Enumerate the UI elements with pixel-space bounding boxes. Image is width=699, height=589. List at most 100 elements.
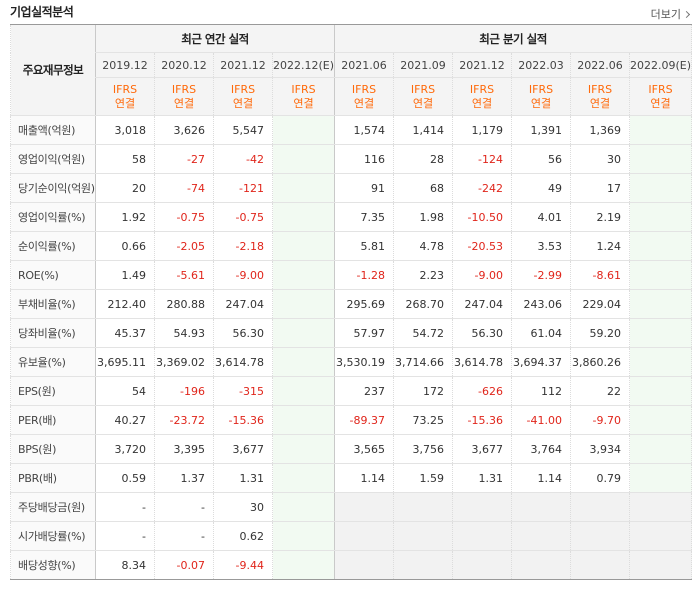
value-cell	[272, 405, 335, 435]
value-cell: -0.75	[154, 202, 214, 232]
accounting-standard: IFRS 연결	[570, 77, 630, 116]
value-cell: 247.04	[213, 289, 273, 319]
empty-cell	[628, 550, 693, 580]
ifrs-label: IFRS	[648, 82, 673, 96]
empty-cell	[570, 550, 630, 580]
value-cell: 56	[511, 144, 571, 174]
value-cell	[272, 521, 335, 551]
value-cell: -15.36	[213, 405, 273, 435]
empty-cell	[628, 492, 693, 522]
value-cell: 3,720	[95, 434, 155, 464]
value-cell: 1.31	[452, 463, 512, 493]
value-cell: 30	[213, 492, 273, 522]
value-cell: 237	[334, 376, 394, 406]
value-cell: -23.72	[154, 405, 214, 435]
value-cell: 3,764	[511, 434, 571, 464]
period-header: 2021.06	[334, 52, 394, 78]
value-cell	[628, 376, 693, 406]
empty-cell	[334, 492, 394, 522]
value-cell: -2.05	[154, 231, 214, 261]
more-label: 더보기	[650, 8, 681, 21]
row-label: 부채비율(%)	[10, 289, 96, 319]
value-cell: -27	[154, 144, 214, 174]
accounting-standard: IFRS 연결	[393, 77, 453, 116]
value-cell: 0.66	[95, 231, 155, 261]
more-link[interactable]: 더보기	[650, 6, 691, 22]
empty-cell	[628, 521, 693, 551]
table-row: 영업이익률(%) 1.92 -0.75 -0.75 7.35 1.98 -10.50 4.01…	[10, 202, 693, 232]
row-label: EPS(원)	[10, 376, 96, 406]
value-cell: -9.00	[213, 260, 273, 290]
value-cell	[272, 202, 335, 232]
value-cell: 2.23	[393, 260, 453, 290]
value-cell: -0.75	[213, 202, 273, 232]
value-cell: -2.99	[511, 260, 571, 290]
value-cell: 22	[570, 376, 630, 406]
value-cell: 17	[570, 173, 630, 203]
value-cell: -1.28	[334, 260, 394, 290]
value-cell: 3,565	[334, 434, 394, 464]
value-cell: 3,614.78	[213, 347, 273, 377]
value-cell: 3,677	[213, 434, 273, 464]
value-cell: -315	[213, 376, 273, 406]
value-cell	[628, 202, 693, 232]
value-cell: 3,677	[452, 434, 512, 464]
accounting-standard: IFRS 연결	[334, 77, 394, 116]
empty-cell	[570, 521, 630, 551]
value-cell: 3,614.78	[452, 347, 512, 377]
annual-group-header: 최근 연간 실적	[95, 24, 335, 53]
value-cell: 0.62	[213, 521, 273, 551]
empty-cell	[511, 521, 571, 551]
value-cell	[272, 144, 335, 174]
value-cell	[628, 115, 693, 145]
value-cell: -9.70	[570, 405, 630, 435]
value-cell: 54	[95, 376, 155, 406]
consolidated-label: 연결	[530, 96, 552, 110]
value-cell: -0.07	[154, 550, 214, 580]
value-cell: -626	[452, 376, 512, 406]
value-cell: 243.06	[511, 289, 571, 319]
value-cell: 2.19	[570, 202, 630, 232]
value-cell: 91	[334, 173, 394, 203]
value-cell: 3,369.02	[154, 347, 214, 377]
value-cell: 3,860.26	[570, 347, 630, 377]
value-cell: 8.34	[95, 550, 155, 580]
row-label: 시가배당률(%)	[10, 521, 96, 551]
ifrs-label: IFRS	[230, 82, 256, 96]
row-label: 배당성향(%)	[10, 550, 96, 580]
value-cell: 49	[511, 173, 571, 203]
value-cell	[628, 144, 693, 174]
value-cell	[272, 289, 335, 319]
value-cell: -2.18	[213, 231, 273, 261]
period-header: 2021.12	[213, 52, 273, 78]
empty-cell	[393, 521, 453, 551]
consolidated-label: 연결	[650, 96, 671, 110]
accounting-standard: IFRS 연결	[154, 77, 214, 116]
value-cell: 0.79	[570, 463, 630, 493]
value-cell: 116	[334, 144, 394, 174]
value-cell	[272, 347, 335, 377]
accounting-standard: IFRS 연결	[95, 77, 155, 116]
value-cell: 4.01	[511, 202, 571, 232]
value-cell: -	[95, 521, 155, 551]
consolidated-label: 연결	[232, 96, 254, 110]
table-row: 주당배당금(원) - -30	[10, 492, 693, 522]
value-cell: 0.59	[95, 463, 155, 493]
table-row: 당좌비율(%) 45.37 54.93 56.30 57.97 54.72 56.30 61.…	[10, 318, 693, 348]
value-cell: 112	[511, 376, 571, 406]
table-row: 순이익률(%) 0.66 -2.05 -2.18 5.81 4.78 -20.53 3.53 1…	[10, 231, 693, 261]
value-cell: 212.40	[95, 289, 155, 319]
ifrs-label: IFRS	[469, 82, 495, 96]
value-cell: 229.04	[570, 289, 630, 319]
value-cell: 1.98	[393, 202, 453, 232]
consolidated-label: 연결	[412, 96, 434, 110]
value-cell: 1.31	[213, 463, 273, 493]
value-cell	[628, 260, 693, 290]
value-cell: -41.00	[511, 405, 571, 435]
value-cell: 45.37	[95, 318, 155, 348]
value-cell: -10.50	[452, 202, 512, 232]
empty-cell	[452, 492, 512, 522]
value-cell: 59.20	[570, 318, 630, 348]
value-cell: 4.78	[393, 231, 453, 261]
value-cell	[272, 492, 335, 522]
